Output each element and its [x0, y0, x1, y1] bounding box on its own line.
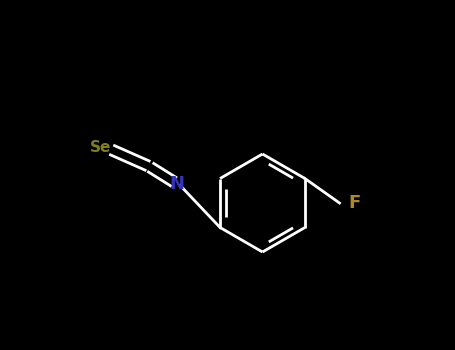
Text: F: F: [348, 194, 360, 212]
Text: Se: Se: [90, 140, 111, 155]
Text: N: N: [169, 175, 184, 193]
